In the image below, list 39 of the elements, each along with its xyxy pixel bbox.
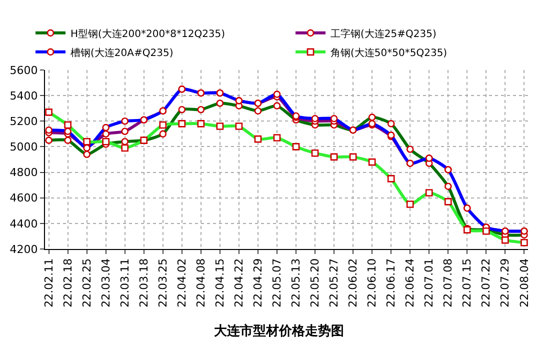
legend-label: H型钢(大连200*200*8*12Q235) xyxy=(70,28,226,40)
x-tick-label: 22.05.20 xyxy=(308,258,322,308)
x-tick-label: 22.06.24 xyxy=(404,258,417,308)
x-tick-label: 22.07.15 xyxy=(460,258,474,308)
x-tick-label: 22.03.04 xyxy=(99,258,112,308)
x-tick-label: 22.04.29 xyxy=(252,258,265,308)
x-tick-label: 22.07.01 xyxy=(422,258,436,308)
text: 大连市型材价格走势图 xyxy=(214,323,344,340)
y-tick-label: 4600 xyxy=(10,192,38,205)
x-tick-label: 22.03.25 xyxy=(156,258,170,308)
x-tick-label: 22.04.08 xyxy=(194,258,208,308)
x-tick-label: 22.02.11 xyxy=(42,258,56,308)
x-tick-label: 22.03.18 xyxy=(137,258,150,308)
x-tick-label: 22.04.02 xyxy=(175,258,188,308)
x-tick-label: 22.06.10 xyxy=(366,258,379,308)
legend-label: 槽钢(大连20A#Q235) xyxy=(70,46,174,59)
y-tick-label: 5600 xyxy=(10,64,38,77)
y-tick-label: 4200 xyxy=(10,242,38,256)
x-tick-label: 22.07.22 xyxy=(480,258,493,308)
x-tick-label: 22.08.04 xyxy=(518,258,531,308)
y-tick-label: 4400 xyxy=(10,217,38,230)
y-tick-label: 5000 xyxy=(10,140,38,154)
x-tick-label: 22.04.22 xyxy=(232,258,246,308)
legend-label: 工字钢(大连25#Q235) xyxy=(330,28,436,40)
x-tick-label: 22.03.11 xyxy=(118,258,132,308)
x-tick-label: 22.06.17 xyxy=(384,258,398,308)
x-tick-label: 22.05.27 xyxy=(328,258,341,308)
x-tick-label: 22.07.08 xyxy=(442,258,455,308)
x-tick-label: 22.02.18 xyxy=(61,258,74,308)
x-tick-label: 22.05.13 xyxy=(290,258,303,308)
x-tick-label: 22.04.15 xyxy=(214,258,227,308)
y-tick-label: 5400 xyxy=(10,89,38,102)
y-tick-label: 5200 xyxy=(10,114,38,128)
x-tick-label: 22.02.25 xyxy=(80,258,94,308)
y-tick-label: 4800 xyxy=(10,166,38,180)
x-tick-label: 22.07.29 xyxy=(498,258,512,308)
x-tick-label: 22.06.02 xyxy=(346,258,360,308)
legend-label: 角钢(大连50*50*5Q235) xyxy=(330,46,448,59)
x-tick-label: 22.05.07 xyxy=(270,258,284,308)
